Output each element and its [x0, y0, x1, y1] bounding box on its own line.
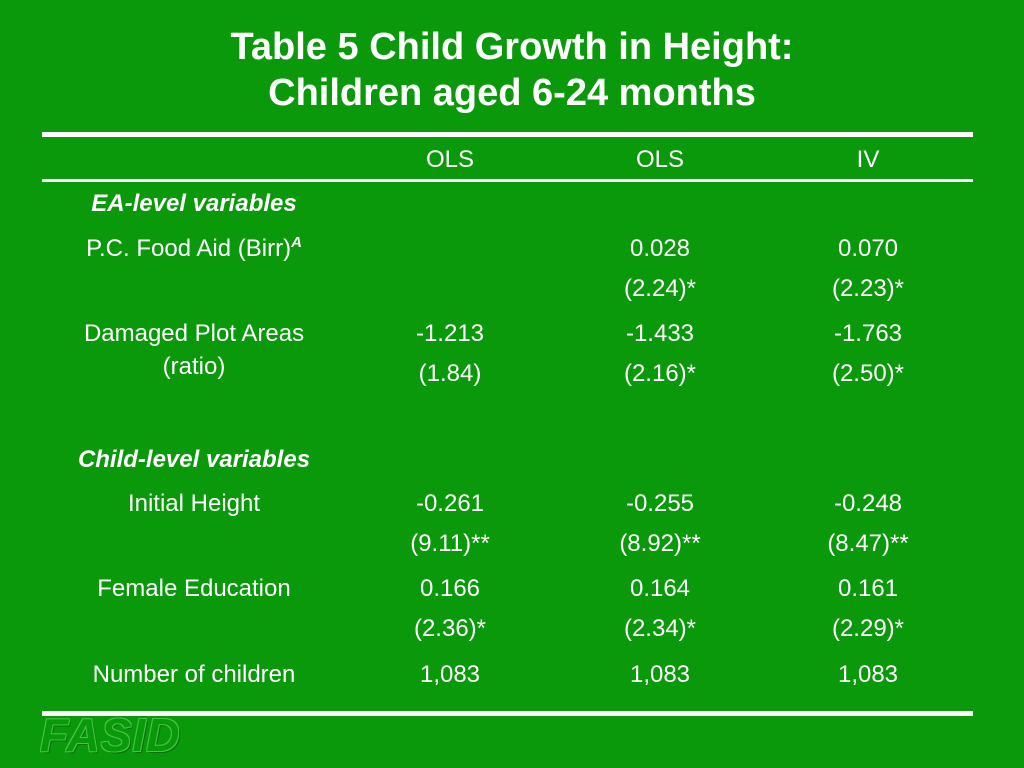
section-title-child-level: Child-level variables: [77, 446, 311, 473]
title-line-1: Table 5 Child Growth in Height:: [230, 26, 794, 68]
table-cell-stat: (2.23)*: [831, 275, 905, 302]
slide-title: Table 5 Child Growth in Height: Children…: [0, 24, 1024, 116]
row-label-initial-height: Initial Height: [127, 490, 261, 517]
table-cell: 1,083: [837, 661, 899, 688]
table-cell: 1,083: [629, 661, 691, 688]
title-line-2: Children aged 6-24 months: [268, 72, 756, 114]
column-header-ols-1: OLS: [425, 146, 475, 173]
table-cell-stat: (2.16)*: [623, 360, 697, 387]
table-cell: -1.213: [415, 320, 485, 347]
table-cell-stat: (9.11)**: [410, 530, 490, 557]
table-cell: -1.763: [833, 320, 903, 347]
table-cell: 0.166: [419, 575, 481, 602]
table-cell-stat: (2.24)*: [623, 275, 697, 302]
fasid-logo: FASID: [40, 709, 181, 761]
column-header-ols-2: OLS: [635, 146, 685, 173]
section-title-ea-level: EA-level variables: [91, 190, 297, 217]
table-cell: 1,083: [419, 661, 481, 688]
row-label-damaged-plot: Damaged Plot Areas: [83, 320, 305, 347]
table-cell: 0.028: [629, 235, 691, 262]
table-cell-stat: (1.84): [418, 360, 482, 387]
row-label-damaged-plot-unit: (ratio): [162, 353, 226, 380]
row-label-number-of-children: Number of children: [92, 661, 296, 688]
table-cell-stat: (2.50)*: [831, 360, 905, 387]
table-cell-stat: (8.47)**: [827, 530, 909, 557]
table-bottom-rule: [42, 711, 973, 716]
table-cell: 0.164: [629, 575, 691, 602]
table-cell: -1.433: [625, 320, 695, 347]
column-header-iv: IV: [856, 146, 880, 173]
table-cell: -0.261: [415, 490, 485, 517]
table-top-rule: [42, 132, 973, 137]
table-cell: -0.255: [625, 490, 695, 517]
table-cell: 0.070: [837, 235, 899, 262]
header-bottom-rule: [42, 179, 973, 182]
table-cell: 0.161: [837, 575, 899, 602]
row-label-food-aid-text: P.C. Food Aid (Birr): [86, 235, 292, 262]
row-label-food-aid: P.C. Food Aid (Birr)A: [44, 234, 344, 264]
table-cell-stat: (2.29)*: [831, 615, 905, 642]
table-cell-stat: (8.92)**: [619, 530, 701, 557]
row-label-female-education: Female Education: [97, 575, 291, 602]
table-cell: -0.248: [833, 490, 903, 517]
footnote-marker: A: [291, 234, 302, 251]
table-cell-stat: (2.36)*: [413, 615, 487, 642]
table-cell-stat: (2.34)*: [623, 615, 697, 642]
